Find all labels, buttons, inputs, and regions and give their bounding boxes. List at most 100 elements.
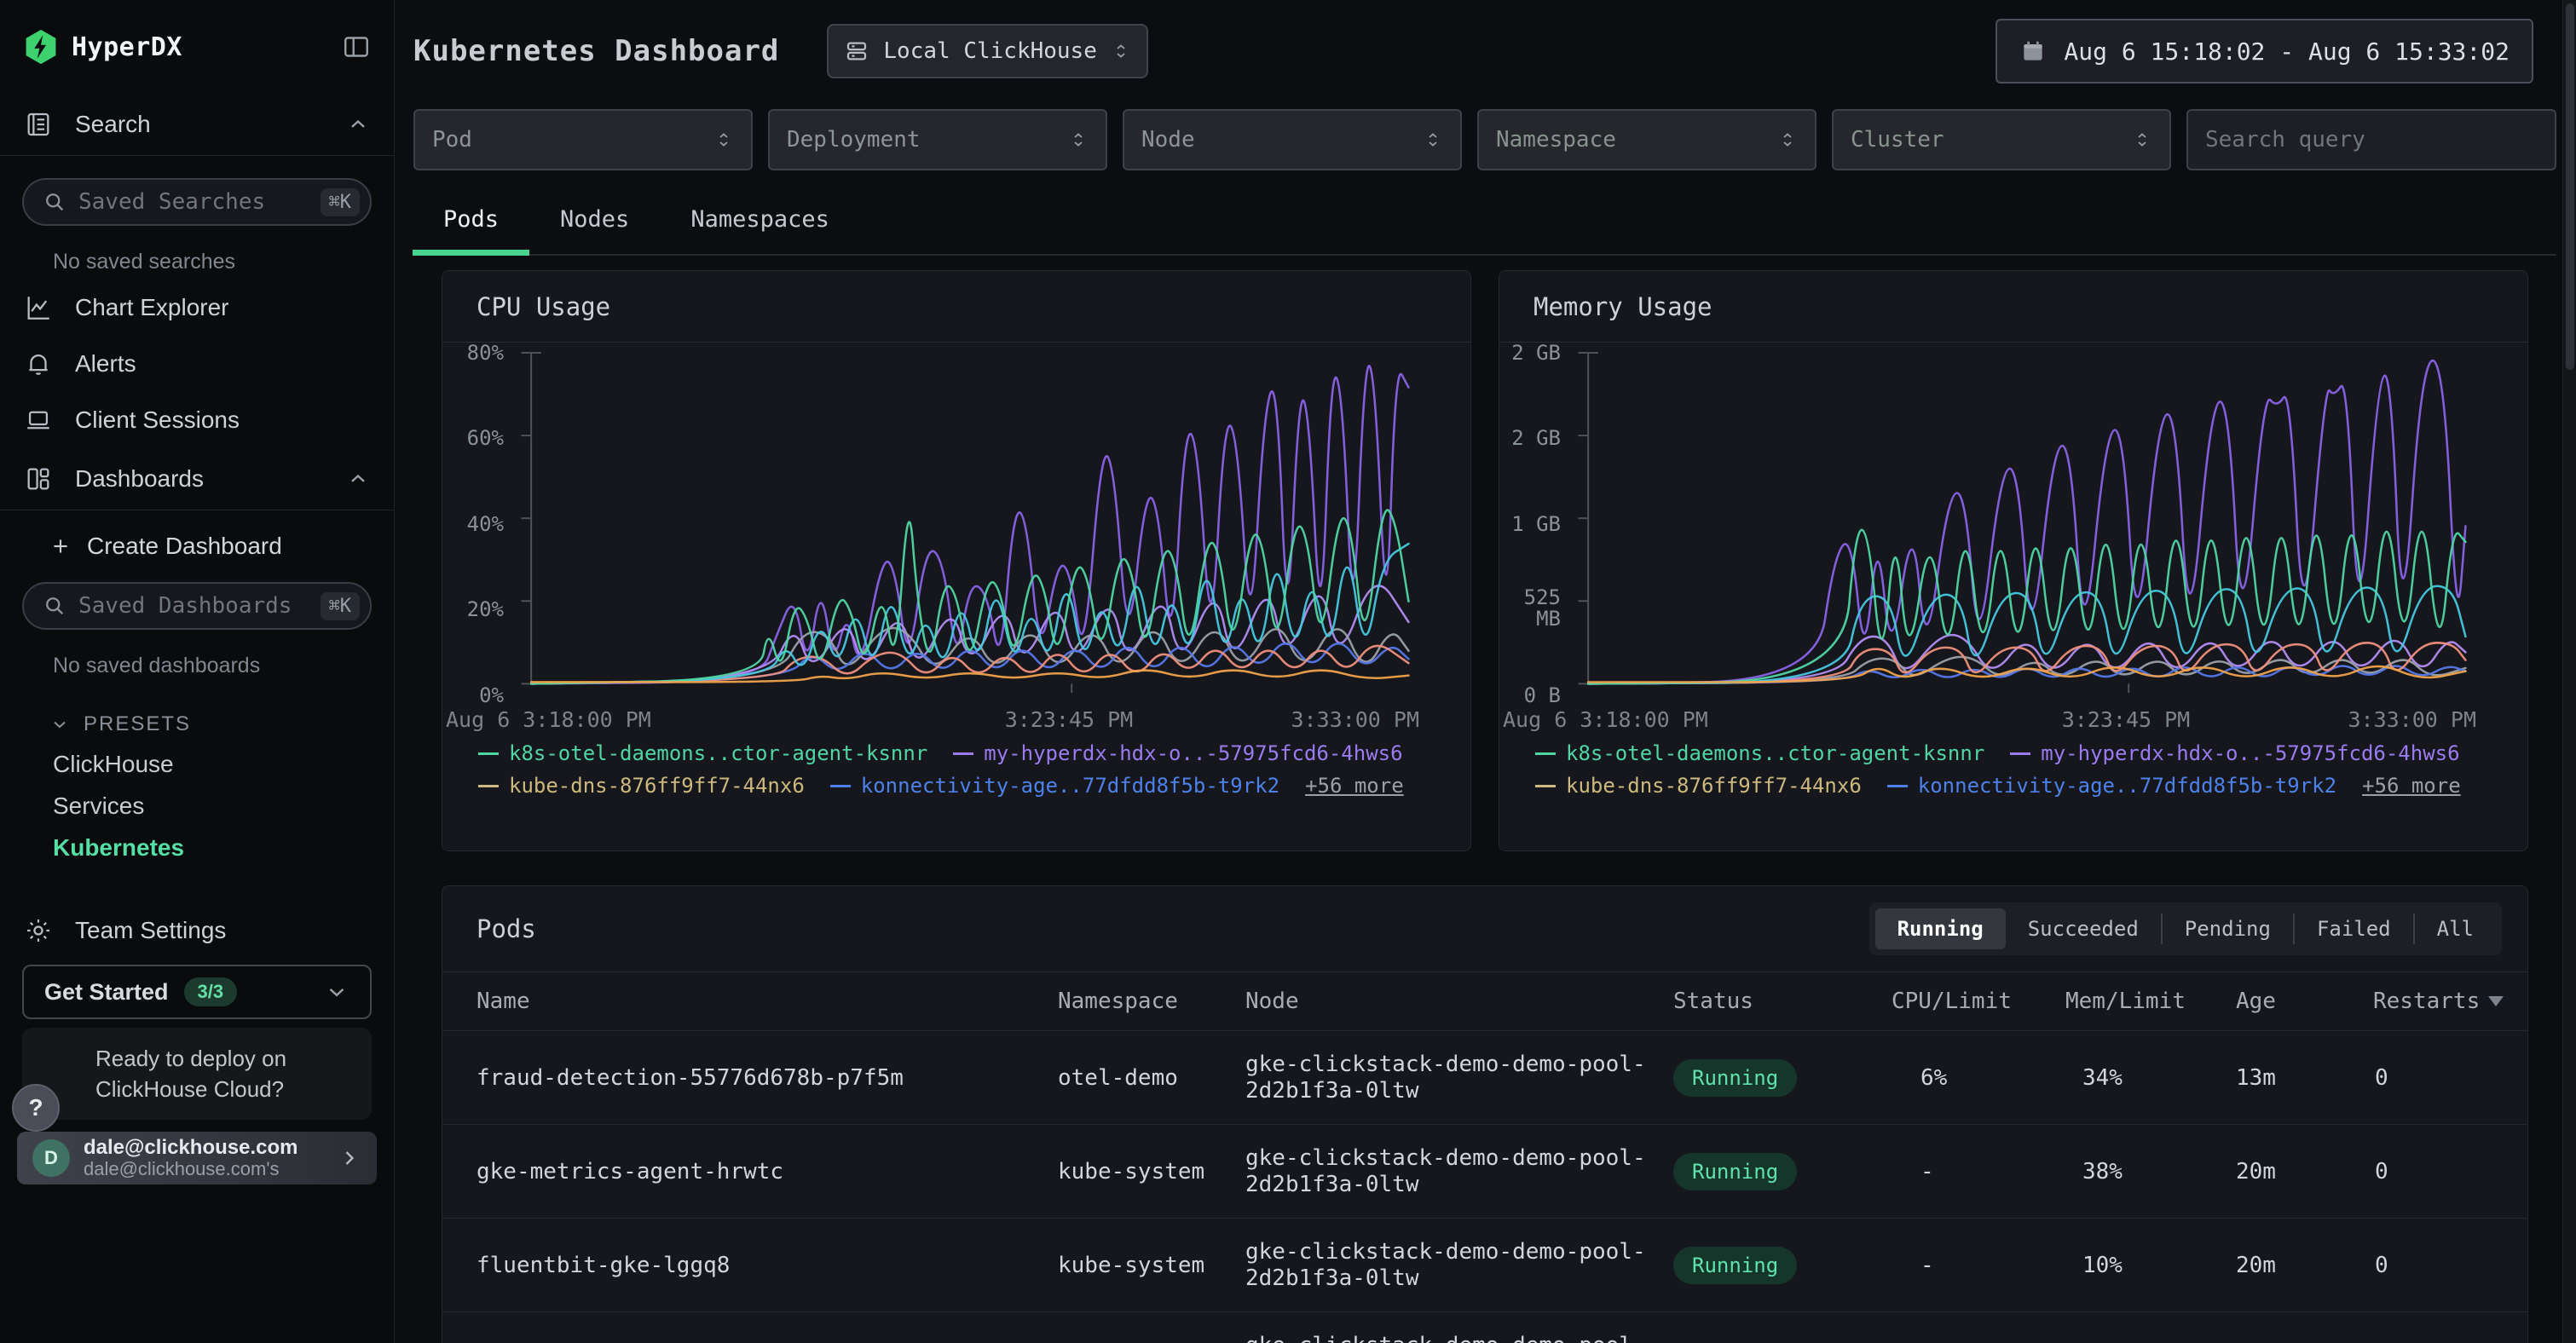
column-header-age[interactable]: Age (2236, 989, 2373, 1014)
sidebar-collapse-icon[interactable] (341, 32, 372, 62)
user-menu[interactable]: D dale@clickhouse.com dale@clickhouse.co… (17, 1132, 377, 1184)
saved-searches-input[interactable]: ⌘K (22, 178, 372, 226)
date-range-picker[interactable]: Aug 6 15:18:02 - Aug 6 15:33:02 (1996, 19, 2533, 84)
cell-restarts: 0 (2373, 1253, 2493, 1278)
column-header-name[interactable]: Name (477, 989, 1058, 1014)
get-started-badge: 3/3 (184, 977, 238, 1006)
no-saved-searches-text: No saved searches (0, 226, 394, 280)
status-filter-failed[interactable]: Failed (2295, 908, 2413, 949)
legend-item[interactable]: konnectivity-age..77dfdd8f5b-t9rk2 (830, 774, 1279, 798)
status-filter-all[interactable]: All (2415, 908, 2496, 949)
column-header-restarts[interactable]: Restarts (2373, 989, 2504, 1014)
datasource-select[interactable]: Local ClickHouse (827, 24, 1147, 78)
legend-dash-icon (478, 752, 499, 755)
column-header-node[interactable]: Node (1245, 989, 1673, 1014)
status-badge: Running (1673, 1247, 1797, 1284)
search-query-input[interactable] (2205, 127, 2538, 153)
memory-chart-plot[interactable] (1569, 352, 2473, 695)
cpu-usage-panel: CPU Usage 80% 60% 40% 20% 0% Aug 6 3:18:… (442, 270, 1471, 851)
date-range-value: Aug 6 15:18:02 - Aug 6 15:33:02 (2064, 37, 2510, 66)
legend-item[interactable]: kube-dns-876ff9ff7-44nx6 (478, 774, 805, 798)
select-chevrons-icon (1111, 41, 1131, 61)
legend-dash-icon (478, 785, 499, 787)
scrollbar-thumb[interactable] (2566, 3, 2574, 370)
legend-item[interactable]: my-hyperdx-hdx-o..-57975fcd6-4hws6 (2010, 741, 2459, 765)
status-badge: Running (1673, 1059, 1797, 1097)
shortcut-badge: ⌘K (321, 188, 361, 216)
presets-toggle[interactable]: PRESETS (0, 683, 394, 736)
column-header-status[interactable]: Status (1673, 989, 1892, 1014)
legend-label: kube-dns-876ff9ff7-44nx6 (1566, 774, 1862, 798)
status-filter-running[interactable]: Running (1875, 908, 2006, 949)
tab-pods[interactable]: Pods (413, 206, 529, 256)
cell-age: 20m (2236, 1159, 2373, 1184)
sidebar-item-client-sessions[interactable]: Client Sessions (0, 392, 394, 448)
saved-dashboards-input[interactable]: ⌘K (22, 582, 372, 630)
cell-name: fraud-detection-55776d678b-p7f5m (477, 1065, 1058, 1091)
saved-dashboards-field[interactable] (78, 593, 309, 619)
table-row[interactable]: gke-clickstack-demo-demo-pool-2d2b1f3a-0… (442, 1312, 2527, 1343)
namespace-filter-select[interactable]: Namespace (1477, 109, 1816, 170)
get-started-button[interactable]: Get Started 3/3 (22, 965, 372, 1019)
help-button[interactable]: ? (12, 1084, 60, 1132)
sidebar: HyperDX Search ⌘K No saved searches (0, 0, 395, 1343)
pods-table-panel: Pods Running Succeeded Pending Failed Al… (442, 885, 2528, 1343)
sidebar-item-label: Search (75, 111, 151, 138)
cell-restarts: 0 (2373, 1159, 2493, 1184)
create-dashboard-button[interactable]: Create Dashboard (0, 510, 394, 560)
sidebar-item-alerts[interactable]: Alerts (0, 336, 394, 392)
table-row[interactable]: gke-metrics-agent-hrwtc kube-system gke-… (442, 1125, 2527, 1219)
column-header-namespace[interactable]: Namespace (1058, 989, 1245, 1014)
select-chevrons-icon (713, 130, 734, 150)
cell-node: gke-clickstack-demo-demo-pool-2d2b1f3a-0… (1245, 1222, 1673, 1309)
cloud-promo[interactable]: Ready to deploy on ClickHouse Cloud? (22, 1028, 372, 1120)
legend-label: k8s-otel-daemons..ctor-agent-ksnnr (509, 741, 927, 765)
preset-item-kubernetes[interactable]: Kubernetes (0, 820, 394, 862)
deployment-filter-select[interactable]: Deployment (768, 109, 1107, 170)
node-filter-select[interactable]: Node (1123, 109, 1462, 170)
cpu-chart-plot[interactable] (512, 352, 1416, 695)
legend-item[interactable]: konnectivity-age..77dfdd8f5b-t9rk2 (1887, 774, 2336, 798)
sidebar-item-team-settings[interactable]: Team Settings (0, 902, 394, 959)
preset-item-services[interactable]: Services (0, 778, 394, 820)
pod-filter-select[interactable]: Pod (413, 109, 753, 170)
cpu-legend: k8s-otel-daemons..ctor-agent-ksnnr my-hy… (478, 741, 1404, 798)
preset-item-clickhouse[interactable]: ClickHouse (0, 736, 394, 778)
legend-item[interactable]: my-hyperdx-hdx-o..-57975fcd6-4hws6 (953, 741, 1402, 765)
sidebar-item-label: Client Sessions (75, 406, 240, 434)
create-dashboard-label: Create Dashboard (87, 533, 282, 560)
legend-dash-icon (830, 785, 851, 787)
cloud-promo-line2: ClickHouse Cloud? (95, 1074, 355, 1104)
legend-dash-icon (953, 752, 973, 755)
tab-nodes[interactable]: Nodes (529, 206, 660, 256)
saved-searches-field[interactable] (78, 189, 309, 215)
column-header-mem[interactable]: Mem/Limit (2065, 989, 2236, 1014)
sidebar-item-chart-explorer[interactable]: Chart Explorer (0, 280, 394, 336)
tab-namespaces[interactable]: Namespaces (660, 206, 860, 256)
legend-item[interactable]: kube-dns-876ff9ff7-44nx6 (1535, 774, 1862, 798)
table-row[interactable]: fluentbit-gke-lggq8 kube-system gke-clic… (442, 1219, 2527, 1312)
cell-status: Running (1673, 1247, 1892, 1284)
y-tick: 80% (448, 342, 504, 364)
status-filter-pending[interactable]: Pending (2163, 908, 2293, 949)
vertical-scrollbar[interactable] (2562, 0, 2576, 1343)
sidebar-item-search[interactable]: Search (0, 94, 394, 155)
sidebar-item-dashboards[interactable]: Dashboards (0, 448, 394, 510)
legend-item[interactable]: k8s-otel-daemons..ctor-agent-ksnnr (1535, 741, 1984, 765)
legend-more-link[interactable]: +56 more (2362, 774, 2461, 798)
presets-label: PRESETS (84, 712, 191, 736)
table-row[interactable]: fraud-detection-55776d678b-p7f5m otel-de… (442, 1031, 2527, 1125)
chevron-up-icon (346, 467, 370, 491)
cell-namespace: otel-demo (1058, 1065, 1245, 1091)
cluster-filter-select[interactable]: Cluster (1832, 109, 2171, 170)
x-tick: 3:33:00 PM (1291, 707, 1419, 732)
legend-more-link[interactable]: +56 more (1305, 774, 1404, 798)
legend-item[interactable]: k8s-otel-daemons..ctor-agent-ksnnr (478, 741, 927, 765)
cell-cpu: - (1892, 1253, 2065, 1278)
cell-mem: 10% (2065, 1253, 2236, 1278)
column-header-cpu[interactable]: CPU/Limit (1892, 989, 2065, 1014)
plus-icon (49, 535, 72, 557)
status-filter-succeeded[interactable]: Succeeded (2006, 908, 2161, 949)
search-section-icon (24, 110, 53, 139)
select-chevrons-icon (1423, 130, 1443, 150)
